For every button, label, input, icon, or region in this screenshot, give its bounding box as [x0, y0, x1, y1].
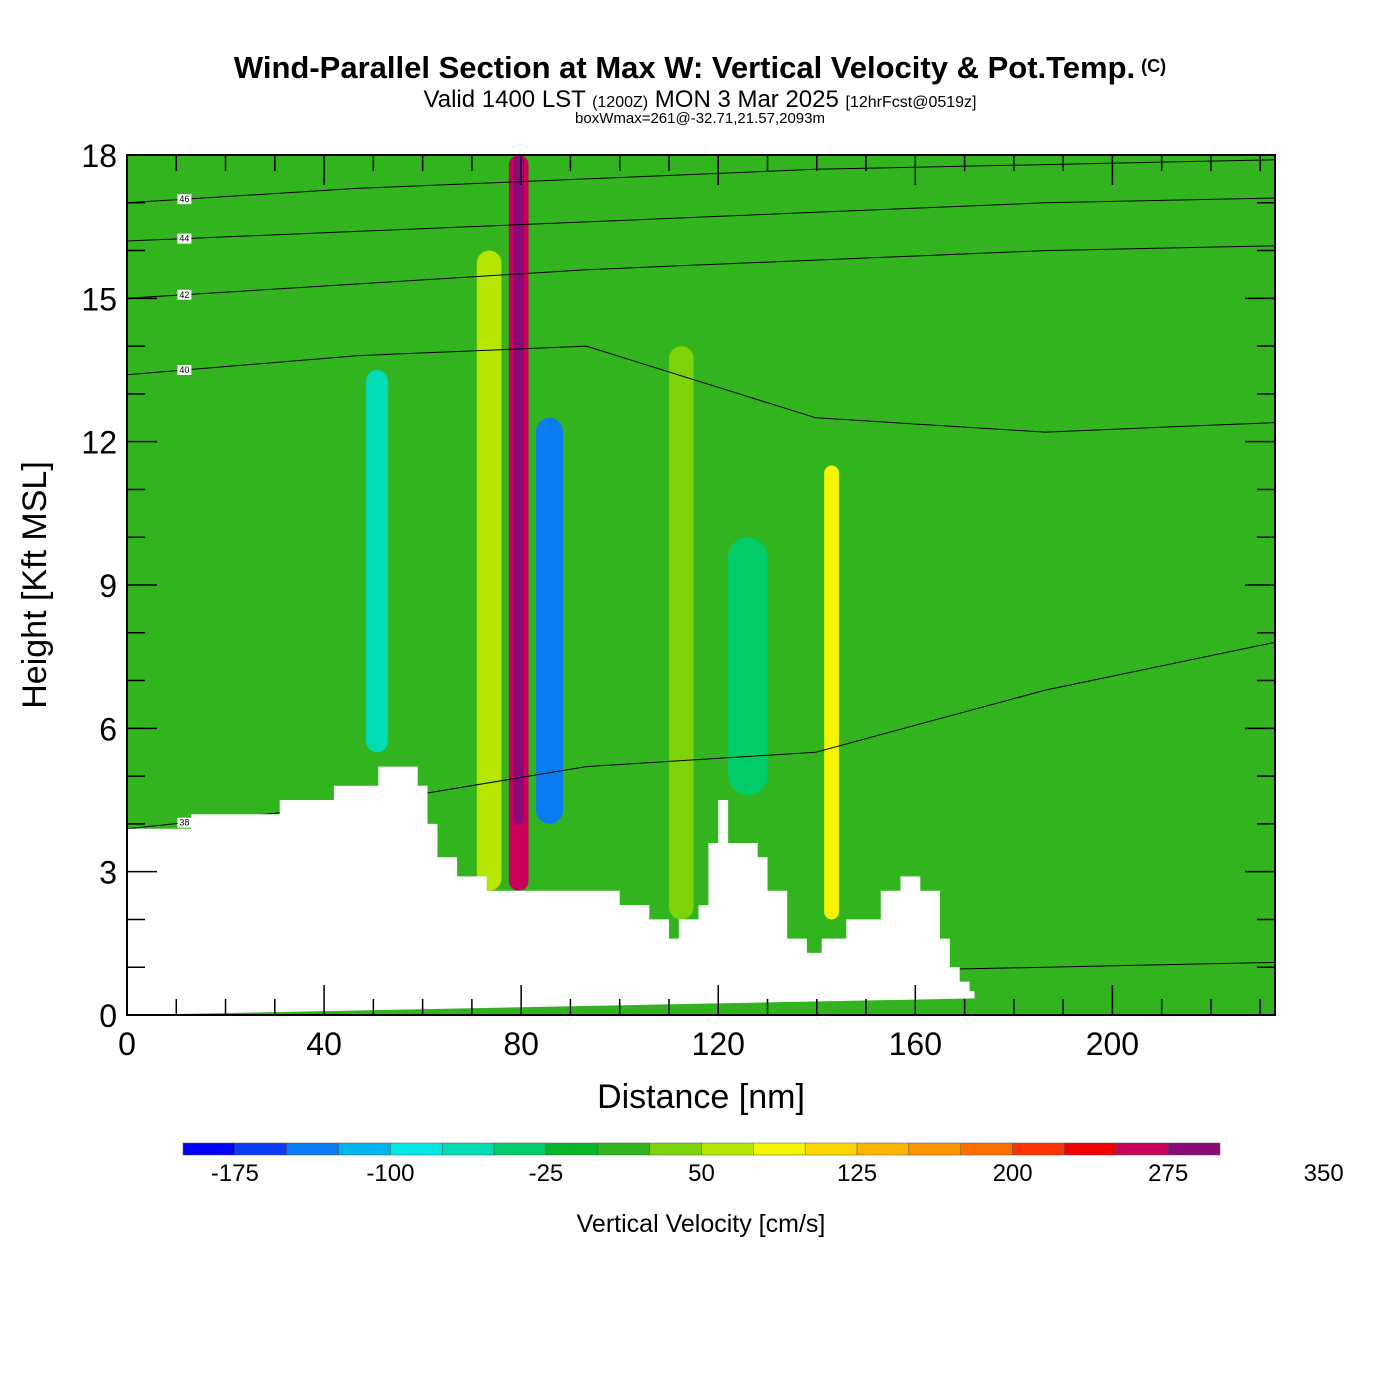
colorbar-label: 125 — [837, 1160, 877, 1187]
colorbar-swatch — [960, 1142, 1013, 1156]
velocity-cell — [824, 465, 839, 920]
theta-contour — [127, 345, 1275, 433]
colorbar-swatch — [1064, 1142, 1117, 1156]
colorbar-label: -25 — [529, 1160, 564, 1187]
contour-label: 46 — [179, 194, 189, 204]
colorbar-title: Vertical Velocity [cm/s] — [577, 1210, 826, 1238]
colorbar-label: -100 — [366, 1160, 414, 1187]
contour-label: 40 — [179, 365, 189, 375]
x-tick-label: 40 — [306, 1026, 342, 1062]
contour-label: 44 — [179, 234, 189, 244]
colorbar-label: 350 — [1304, 1160, 1344, 1187]
theta-contour — [127, 159, 1275, 204]
colorbar-swatch — [856, 1142, 910, 1156]
boxwmax-note: boxWmax=261@-32.71,21.57,2093m — [575, 110, 825, 127]
terrain-mask — [127, 766, 980, 1015]
colorbar: -175 -100 -25 50 125 200 275 350 — [182, 1142, 1344, 1187]
chart-subtitle: Valid 1400 LST (1200Z) MON 3 Mar 2025 [1… — [423, 86, 977, 113]
x-axis: 0 40 80 120 160 200 — [118, 155, 1261, 1062]
contour-label-box — [177, 817, 192, 828]
x-axis-title: Distance [nm] — [597, 1078, 805, 1116]
theta-contour — [127, 245, 1275, 299]
colorbar-label: 50 — [688, 1160, 715, 1187]
velocity-cell — [668, 346, 694, 920]
colorbar-swatch — [493, 1142, 547, 1156]
colorbar-swatch — [442, 1142, 495, 1156]
velocity-cell — [513, 155, 524, 824]
y-tick-label: 3 — [99, 855, 117, 891]
copyright-mark: (C) — [1141, 56, 1167, 76]
terrain — [127, 766, 980, 1015]
x-tick-label: 200 — [1086, 1026, 1139, 1062]
contour-label-box — [177, 233, 192, 244]
x-tick-label: 80 — [503, 1026, 539, 1062]
colorbar-swatch — [753, 1142, 806, 1156]
colorbar-swatch — [804, 1142, 858, 1156]
colorbar-swatch — [545, 1142, 599, 1156]
y-axis: 0 3 6 9 12 15 18 — [81, 138, 1275, 1034]
colorbar-swatch — [597, 1142, 650, 1156]
colorbar-swatch — [182, 1142, 236, 1156]
contour-label-box — [177, 365, 192, 375]
colorbar-swatch — [908, 1142, 962, 1156]
velocity-cell — [476, 250, 502, 891]
velocity-cell — [728, 537, 768, 796]
y-tick-label: 12 — [81, 425, 117, 461]
x-tick-label: 120 — [692, 1026, 745, 1062]
contour-label-box — [177, 289, 192, 300]
y-axis-title: Height [Kft MSL] — [16, 461, 54, 709]
y-tick-label: 15 — [81, 281, 117, 317]
chart-title: Wind-Parallel Section at Max W: Vertical… — [233, 50, 1167, 85]
y-tick-label: 9 — [99, 568, 117, 604]
colorbar-swatch — [234, 1142, 287, 1156]
x-tick-label: 0 — [118, 1026, 136, 1062]
velocity-cell — [365, 370, 389, 753]
colorbar-swatch — [701, 1142, 754, 1156]
y-tick-label: 6 — [99, 711, 117, 747]
colorbar-swatch — [286, 1142, 339, 1156]
theta-contour — [127, 197, 1275, 242]
colorbar-swatch — [1167, 1142, 1221, 1156]
colorbar-swatch — [1116, 1142, 1169, 1156]
colorbar-swatch — [649, 1142, 702, 1156]
y-tick-label: 0 — [99, 998, 117, 1034]
colorbar-swatch — [338, 1142, 391, 1156]
y-tick-label: 18 — [81, 138, 117, 174]
colorbar-label: -175 — [211, 1160, 259, 1187]
contour-label: 38 — [179, 818, 189, 828]
colorbar-swatch — [390, 1142, 443, 1156]
contour-label-box — [177, 194, 192, 205]
velocity-cell — [535, 417, 564, 824]
contour-label: 42 — [179, 290, 189, 300]
colorbar-swatch — [1012, 1142, 1065, 1156]
colorbar-label: 275 — [1148, 1160, 1188, 1187]
colorbar-label: 200 — [993, 1160, 1033, 1187]
x-tick-label: 160 — [889, 1026, 942, 1062]
